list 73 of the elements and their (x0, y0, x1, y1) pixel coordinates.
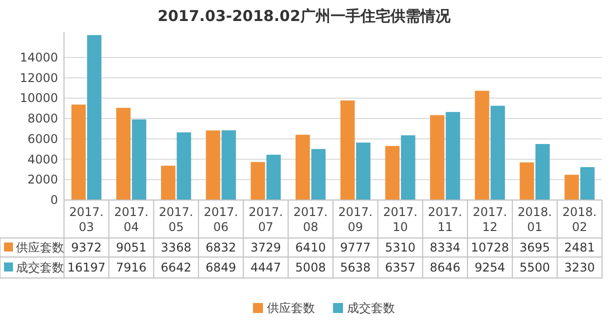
y-tick-label: 2000 (27, 172, 58, 187)
bar (311, 149, 326, 200)
data-label: 5638 (340, 260, 371, 274)
data-label: 5500 (519, 260, 550, 274)
x-tick-label: 2017.08 (293, 205, 328, 234)
data-label: 5310 (384, 240, 416, 254)
bar (296, 134, 310, 200)
bar (340, 100, 355, 200)
y-tick-label: 0 (50, 193, 58, 207)
data-label: 10728 (470, 240, 510, 254)
legend-label: 成交套数 (16, 260, 64, 274)
y-tick-label: 14000 (20, 50, 58, 64)
x-tick-label: 2017.03 (69, 205, 104, 234)
y-tick-label: 4000 (27, 152, 58, 166)
bar (474, 90, 490, 200)
bar (385, 146, 400, 200)
bar (535, 144, 550, 200)
data-label: 3368 (160, 240, 192, 254)
bar (206, 130, 220, 200)
x-tick-label: 2017.11 (428, 205, 462, 234)
data-label: 6832 (206, 240, 236, 254)
bar (176, 132, 192, 200)
bar (520, 162, 534, 200)
data-label: 6410 (295, 240, 326, 254)
bar (266, 154, 281, 200)
x-tick-label: 2017.10 (383, 205, 418, 234)
data-label: 7916 (116, 260, 147, 274)
data-label: 16197 (67, 260, 106, 274)
data-label: 8646 (430, 260, 460, 274)
bar (356, 142, 370, 200)
legend-label: 供应套数 (16, 240, 64, 254)
x-tick-label: 2018.01 (518, 205, 552, 234)
data-label: 6849 (206, 260, 236, 274)
x-tick-label: 2017.07 (248, 205, 283, 234)
data-label: 3729 (250, 240, 282, 254)
bar (87, 35, 102, 200)
bar (71, 104, 86, 200)
data-label: 9051 (116, 240, 147, 254)
legend-item: 供应套数 (253, 301, 315, 315)
y-tick-label: 6000 (27, 132, 58, 146)
data-label: 9254 (474, 260, 506, 274)
y-tick-label: 12000 (20, 70, 58, 85)
y-tick-label: 10000 (20, 91, 58, 106)
x-tick-label: 2018.02 (562, 205, 597, 234)
data-label: 6642 (160, 260, 192, 274)
data-label: 9372 (71, 240, 102, 254)
chart-title: 2017.03-2018.02广州一手住宅供需情况 (158, 7, 452, 25)
x-tick-label: 2017.06 (204, 205, 238, 234)
bar (490, 106, 505, 200)
data-label: 3230 (564, 260, 595, 274)
bar (222, 130, 236, 200)
y-tick-label: 8000 (27, 112, 58, 126)
bar (446, 112, 460, 200)
bar (430, 115, 444, 200)
data-label: 5008 (295, 260, 326, 274)
bar (116, 108, 131, 200)
x-tick-label: 2017.04 (114, 205, 148, 234)
bar (161, 166, 176, 200)
data-label: 9777 (340, 240, 371, 254)
bar (250, 162, 266, 200)
data-label: 8334 (430, 240, 460, 254)
x-tick-label: 2017.09 (338, 205, 373, 234)
data-label: 4447 (250, 260, 282, 274)
data-label: 3695 (519, 240, 550, 254)
legend-item: 成交套数 (333, 301, 395, 315)
data-label: 2481 (564, 240, 595, 254)
bar (564, 174, 579, 200)
x-tick-label: 2017.05 (158, 205, 194, 234)
data-label: 6357 (384, 260, 416, 274)
bar (580, 167, 595, 200)
bar (400, 135, 416, 200)
x-tick-label: 2017.12 (472, 205, 508, 234)
bar (132, 119, 146, 200)
